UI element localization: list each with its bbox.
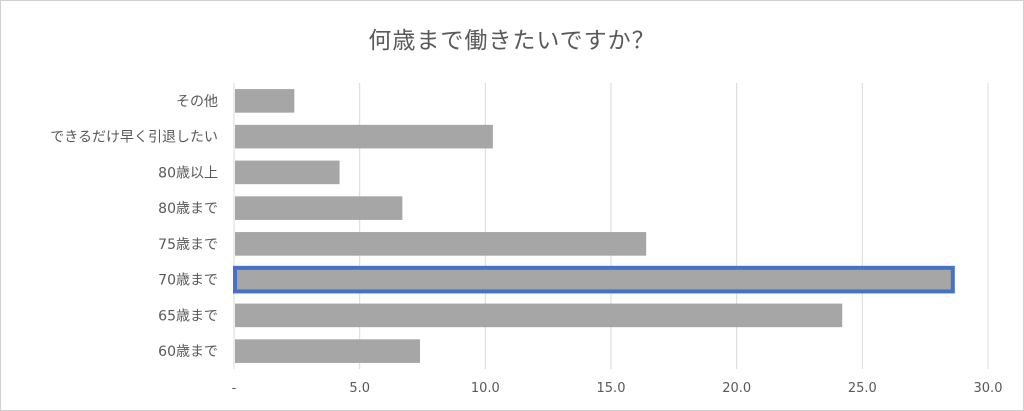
category-label: できるだけ早く引退したい [50,130,218,146]
x-tick-label: 15.0 [597,381,626,396]
x-tick-label: 10.0 [471,381,500,396]
bar [235,89,295,113]
x-tick-label: 20.0 [722,381,751,396]
x-tick-label: 5.0 [349,381,370,396]
category-label: 80歳以上 [158,165,218,181]
bar [235,160,340,185]
category-label: 80歳まで [158,201,218,217]
category-label: その他 [176,94,218,110]
bar [235,124,493,149]
bar [235,303,843,328]
bar-highlighted [233,265,955,294]
x-tick-label: 25.0 [848,381,877,396]
x-tick-label: 30.0 [974,381,1003,396]
chart-title: 何歳まで働きたいですか？ [368,28,656,54]
bar [235,232,647,256]
category-label: 65歳まで [158,308,218,324]
bar [235,196,403,220]
category-label: 75歳まで [158,237,218,253]
bar [235,339,420,363]
category-label: 70歳まで [158,273,218,289]
category-label: 60歳まで [158,344,218,360]
x-tick-label: - [232,381,237,396]
